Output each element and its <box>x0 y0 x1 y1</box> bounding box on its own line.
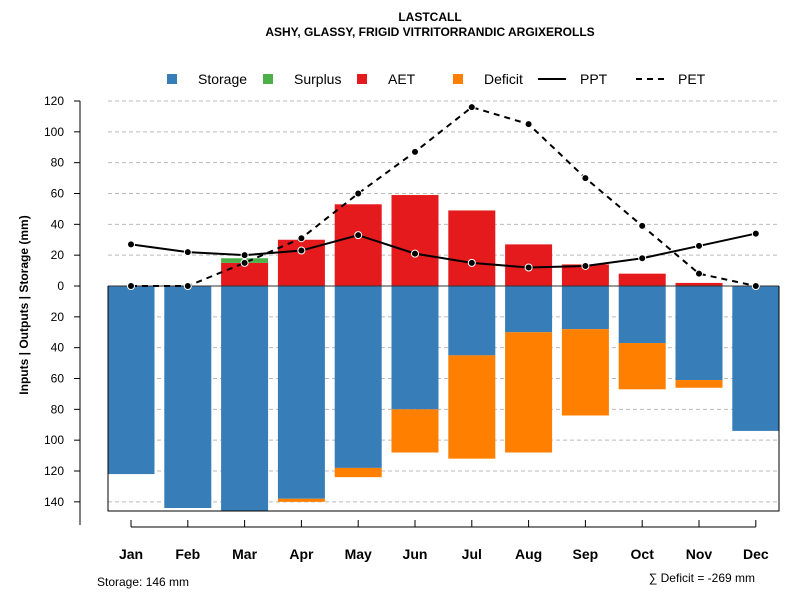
plot-box <box>107 286 780 512</box>
aet-bar <box>391 195 439 286</box>
x-tick-label: Jan <box>119 546 143 562</box>
y-tick-label: 20 <box>51 310 65 324</box>
ppt-point <box>467 258 476 267</box>
y-tick-label: 20 <box>51 248 65 262</box>
x-tick-label: Mar <box>232 546 257 562</box>
y-tick-label: 40 <box>51 341 65 355</box>
legend-label-storage: Storage <box>198 71 247 87</box>
y-tick-label: 0 <box>57 279 64 293</box>
aet-bar <box>618 273 666 286</box>
storage-bar <box>221 286 269 512</box>
x-tick-label: Nov <box>686 546 713 562</box>
chart-subtitle: ASHY, GLASSY, FRIGID VITRITORRANDIC ARGI… <box>265 25 594 39</box>
legend-label-surplus: Surplus <box>294 71 341 87</box>
legend-label-pet: PET <box>678 71 706 87</box>
ppt-point <box>297 246 306 255</box>
aet-bar <box>448 210 496 286</box>
x-tick-label: Sep <box>573 546 599 562</box>
pet-point <box>127 282 135 290</box>
x-tick-label: Apr <box>289 546 314 562</box>
y-tick-label: 140 <box>44 495 64 509</box>
pet-point <box>467 103 476 112</box>
storage-bar <box>391 286 439 410</box>
y-tick-label: 40 <box>51 217 65 231</box>
pet-point <box>638 221 647 230</box>
x-tick-label: Aug <box>515 546 542 562</box>
storage-bar <box>164 286 212 508</box>
legend-label-ppt: PPT <box>580 71 608 87</box>
pet-point <box>183 282 192 290</box>
ppt-point <box>127 240 135 249</box>
y-tick-label: 120 <box>44 94 64 108</box>
x-tick-label: May <box>345 546 372 562</box>
chart-title: LASTCALL <box>398 10 461 24</box>
pet-point <box>695 269 703 278</box>
storage-bar <box>277 286 325 499</box>
y-tick-label: 100 <box>44 433 64 447</box>
ppt-point <box>695 241 703 250</box>
storage-bar <box>732 286 780 431</box>
y-tick-label: 60 <box>51 187 65 201</box>
deficit-bar <box>618 343 666 390</box>
ppt-point <box>638 254 647 263</box>
legend-label-deficit: Deficit <box>484 71 523 87</box>
storage-bar <box>448 286 496 356</box>
deficit-bar <box>391 409 439 453</box>
ppt-line <box>130 232 757 269</box>
y-tick-label: 80 <box>51 156 65 170</box>
y-tick-label: 80 <box>51 402 65 416</box>
aet-bar <box>221 262 269 286</box>
deficit-bar <box>277 498 325 502</box>
legend-swatch-surplus <box>263 74 273 84</box>
x-tick-label: Jun <box>403 546 428 562</box>
ppt-point <box>581 261 590 270</box>
pet-point <box>751 282 760 290</box>
legend-swatch-aet <box>357 74 367 84</box>
x-tick-label: Dec <box>743 546 769 562</box>
x-tick-label: Oct <box>631 546 655 562</box>
deficit-bar <box>561 329 609 416</box>
legend-swatch-storage <box>167 74 177 84</box>
pet-point <box>297 234 306 243</box>
x-tick-label: Jul <box>462 546 482 562</box>
pet-point <box>240 258 249 267</box>
ppt-point <box>524 263 533 272</box>
ppt-point <box>240 251 249 260</box>
ppt-point <box>411 249 419 258</box>
storage-bar <box>334 286 382 468</box>
pet-line <box>131 106 757 287</box>
x-tick-label: Feb <box>175 546 200 562</box>
legend-swatch-deficit <box>453 74 463 84</box>
storage-bar <box>505 286 553 333</box>
y-tick-label: 100 <box>44 125 64 139</box>
ppt-point <box>751 229 760 238</box>
y-tick-label: 120 <box>44 464 64 478</box>
pet-point <box>524 120 533 129</box>
deficit-bar <box>675 380 723 388</box>
ppt-point <box>183 248 192 257</box>
storage-annotation: Storage: 146 mm <box>97 575 189 589</box>
storage-bar <box>107 286 155 475</box>
deficit-annotation: ∑ Deficit = -269 mm <box>649 571 755 585</box>
aet-bar <box>561 264 609 286</box>
pet-point <box>354 189 363 198</box>
aet-bar <box>675 282 723 286</box>
deficit-bar <box>448 355 496 459</box>
deficit-bar <box>334 467 382 478</box>
storage-bar <box>618 286 666 344</box>
ppt-point <box>354 231 363 240</box>
storage-bar <box>561 286 609 330</box>
aet-bar <box>334 204 382 286</box>
storage-bar <box>675 286 723 381</box>
deficit-bar <box>505 332 553 453</box>
y-tick-label: 60 <box>51 372 65 386</box>
pet-point <box>411 147 419 156</box>
y-axis-label: Inputs | Outputs | Storage (mm) <box>17 215 31 394</box>
legend-label-aet: AET <box>388 71 416 87</box>
pet-point <box>581 174 590 183</box>
